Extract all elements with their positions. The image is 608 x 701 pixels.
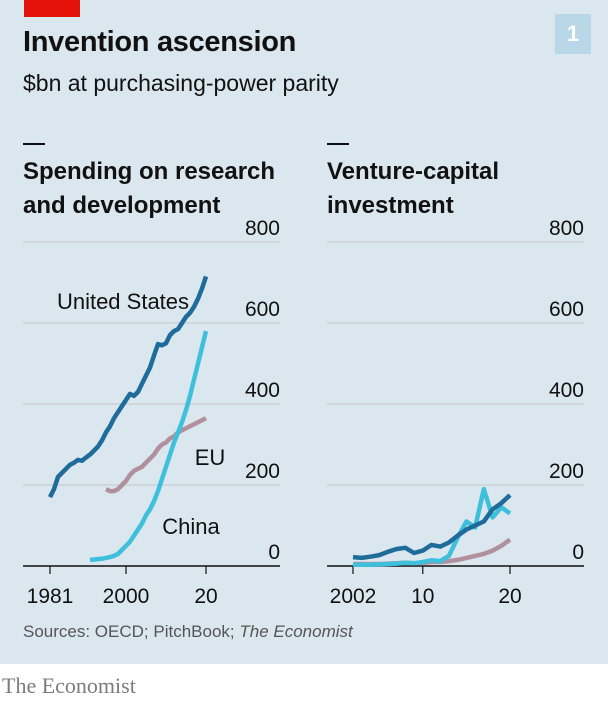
source-text: Sources: OECD; PitchBook; xyxy=(23,622,240,641)
vc-ytick-label-0: 0 xyxy=(572,541,584,564)
vc-ytick-label-200: 200 xyxy=(549,460,584,483)
rd-xtick-label-1981: 1981 xyxy=(27,585,74,608)
vc-ytick-label-800: 800 xyxy=(549,217,584,240)
vc-chart: 0 200 400 600 800 2002 10 20 xyxy=(327,217,584,608)
brand-red-tag xyxy=(24,0,80,17)
vc-ytick-label-400: 400 xyxy=(549,379,584,402)
right-title-rule xyxy=(327,143,349,145)
rd-chart-title-line-2: and development xyxy=(23,192,221,219)
rd-series-eu xyxy=(104,416,208,494)
rd-ytick-label-800: 800 xyxy=(245,217,280,240)
vc-chart-title-line-1: Venture-capital xyxy=(327,158,500,185)
rd-xtick-label-2020: 20 xyxy=(194,585,217,608)
chart-title: Invention ascension xyxy=(23,26,297,58)
left-title-rule xyxy=(23,143,45,145)
source-italic: The Economist xyxy=(239,622,353,641)
rd-series-united-states xyxy=(47,275,209,499)
rd-chart: 0 200 400 600 800 1981 2000 20 United States EU Ch… xyxy=(23,217,280,608)
rd-label-china: China xyxy=(162,514,220,539)
vc-ytick-label-600: 600 xyxy=(549,298,584,321)
vc-chart-title-line-2: investment xyxy=(327,192,454,219)
rd-label-united-states: United States xyxy=(57,289,189,314)
rd-series-china xyxy=(89,330,209,563)
vc-xtick-label-2010: 10 xyxy=(411,585,434,608)
source-note: Sources: OECD; PitchBook; The Economist xyxy=(23,622,353,642)
rd-ytick-label-0: 0 xyxy=(268,541,280,564)
vc-chart-title: Venture-capital investment xyxy=(327,155,607,223)
vc-series-china xyxy=(353,486,512,568)
chart-subtitle: $bn at purchasing-power parity xyxy=(23,70,339,96)
chart-number-badge: 1 xyxy=(555,14,591,54)
rd-ytick-label-600: 600 xyxy=(245,298,280,321)
vc-xtick-label-2020: 20 xyxy=(498,585,521,608)
vc-series-united-states xyxy=(352,493,512,561)
vc-xtick-label-2002: 2002 xyxy=(330,585,377,608)
rd-ytick-label-400: 400 xyxy=(245,379,280,402)
rd-xtick-label-2000: 2000 xyxy=(103,585,150,608)
economist-logo: The Economist xyxy=(2,673,136,698)
rd-ytick-label-200: 200 xyxy=(245,460,280,483)
rd-chart-title-line-1: Spending on research xyxy=(23,158,276,185)
rd-chart-title: Spending on research and development xyxy=(23,155,303,223)
rd-label-eu: EU xyxy=(195,445,226,470)
chart-panel xyxy=(0,0,608,664)
